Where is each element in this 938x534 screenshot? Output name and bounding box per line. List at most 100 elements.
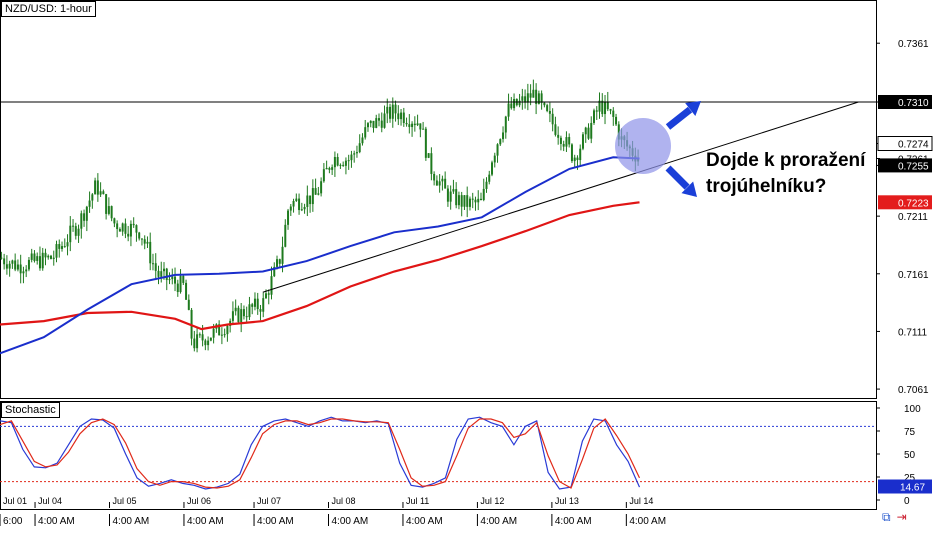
stochastic-k-line bbox=[0, 416, 641, 490]
candle-body bbox=[598, 100, 601, 112]
candle-body bbox=[518, 100, 521, 106]
candle-body bbox=[391, 104, 394, 119]
candle-body bbox=[298, 198, 301, 211]
candle-body bbox=[474, 199, 477, 203]
stochastic-tick-label: 25 bbox=[904, 473, 916, 484]
candle-body bbox=[77, 228, 80, 236]
candle-body bbox=[196, 334, 199, 349]
stochastic-tick-label: 75 bbox=[904, 427, 916, 438]
candle-body bbox=[311, 188, 314, 205]
date-label: Jul 07 bbox=[257, 496, 281, 506]
candle-body bbox=[27, 259, 30, 270]
candle-body bbox=[36, 256, 39, 261]
date-label: Jul 01 bbox=[3, 496, 27, 506]
price-tick-label: 0.7361 bbox=[898, 39, 929, 50]
candle-body bbox=[278, 259, 281, 264]
candle-body bbox=[58, 244, 61, 249]
candle-body bbox=[16, 264, 19, 270]
candle-body bbox=[44, 252, 47, 258]
candle-body bbox=[309, 195, 312, 205]
price-tick-label: 0.7161 bbox=[898, 270, 929, 281]
candle-body bbox=[154, 263, 157, 271]
candle-body bbox=[584, 127, 587, 135]
annotations bbox=[615, 101, 701, 197]
candle-body bbox=[163, 268, 166, 272]
stochastic-tick-label: 50 bbox=[904, 450, 916, 461]
candle-body bbox=[463, 195, 466, 207]
candle-body bbox=[63, 246, 66, 248]
candle-body bbox=[102, 191, 105, 195]
candle-body bbox=[427, 153, 430, 158]
candle-body bbox=[295, 198, 298, 202]
candle-body bbox=[353, 153, 356, 155]
candle-body bbox=[559, 137, 562, 144]
fast-moving-average-line bbox=[0, 156, 640, 355]
candle-body bbox=[419, 123, 422, 130]
candle-body bbox=[460, 195, 463, 207]
candle-body bbox=[132, 223, 135, 226]
candle-body bbox=[303, 206, 306, 210]
candle-body bbox=[336, 157, 339, 166]
candle-body bbox=[587, 127, 590, 139]
candle-body bbox=[8, 263, 11, 269]
candle-body bbox=[609, 109, 612, 111]
candle-body bbox=[551, 113, 554, 125]
candle-body bbox=[52, 257, 55, 259]
candle-body bbox=[218, 324, 221, 336]
candle-body bbox=[69, 225, 72, 243]
candle-body bbox=[226, 325, 229, 335]
candle-body bbox=[433, 173, 436, 181]
candle-body bbox=[55, 244, 58, 258]
candle-body bbox=[438, 181, 441, 186]
candle-body bbox=[314, 188, 317, 195]
candle-body bbox=[66, 242, 69, 247]
date-label: Jul 06 bbox=[187, 496, 211, 506]
candle-body bbox=[80, 213, 83, 229]
candle-body bbox=[557, 134, 560, 138]
candle-body bbox=[576, 157, 579, 161]
candle-body bbox=[595, 110, 598, 112]
candle-body bbox=[413, 123, 416, 126]
candle-body bbox=[94, 180, 97, 195]
stochastic-value-tag bbox=[878, 479, 932, 494]
candle-body bbox=[149, 241, 152, 264]
candle-body bbox=[380, 120, 383, 128]
breakout-up-arrow-head bbox=[685, 101, 701, 116]
candle-body bbox=[416, 123, 419, 126]
breakout-down-arrow-head bbox=[681, 181, 697, 197]
candle-body bbox=[496, 144, 499, 156]
candle-body bbox=[284, 224, 287, 247]
candle-body bbox=[185, 282, 188, 300]
candle-body bbox=[237, 307, 240, 323]
candle-body bbox=[209, 337, 212, 341]
candle-body bbox=[493, 155, 496, 163]
candle-body bbox=[47, 255, 50, 258]
candle-body bbox=[38, 256, 41, 269]
candle-body bbox=[457, 195, 460, 206]
candle-body bbox=[19, 264, 22, 274]
candle-body bbox=[160, 271, 163, 277]
date-label: Jul 12 bbox=[480, 496, 504, 506]
time-axis: Jul 01 Jul 04 Jul 05 Jul 06 Jul 07 Jul 08 Jul … bbox=[0, 496, 666, 527]
date-label: Jul 08 bbox=[332, 496, 356, 506]
candle-body bbox=[444, 178, 447, 189]
candle-body bbox=[231, 311, 234, 321]
date-label: Jul 14 bbox=[629, 496, 653, 506]
candle-body bbox=[256, 298, 259, 310]
price-tag bbox=[878, 95, 932, 109]
candle-body bbox=[366, 123, 369, 128]
candle-body bbox=[72, 225, 75, 227]
candle-body bbox=[394, 104, 397, 114]
candle-body bbox=[604, 101, 607, 115]
breakout-up-arrow-shaft bbox=[665, 106, 693, 130]
candle-body bbox=[524, 96, 527, 103]
candle-body bbox=[41, 252, 44, 269]
candle-body bbox=[105, 194, 108, 214]
candle-body bbox=[33, 253, 36, 261]
main-plot-frame bbox=[0, 0, 877, 399]
candle-body bbox=[118, 229, 121, 232]
candle-body bbox=[138, 232, 141, 239]
candle-body bbox=[14, 260, 17, 270]
date-label: Jul 04 bbox=[38, 496, 62, 506]
